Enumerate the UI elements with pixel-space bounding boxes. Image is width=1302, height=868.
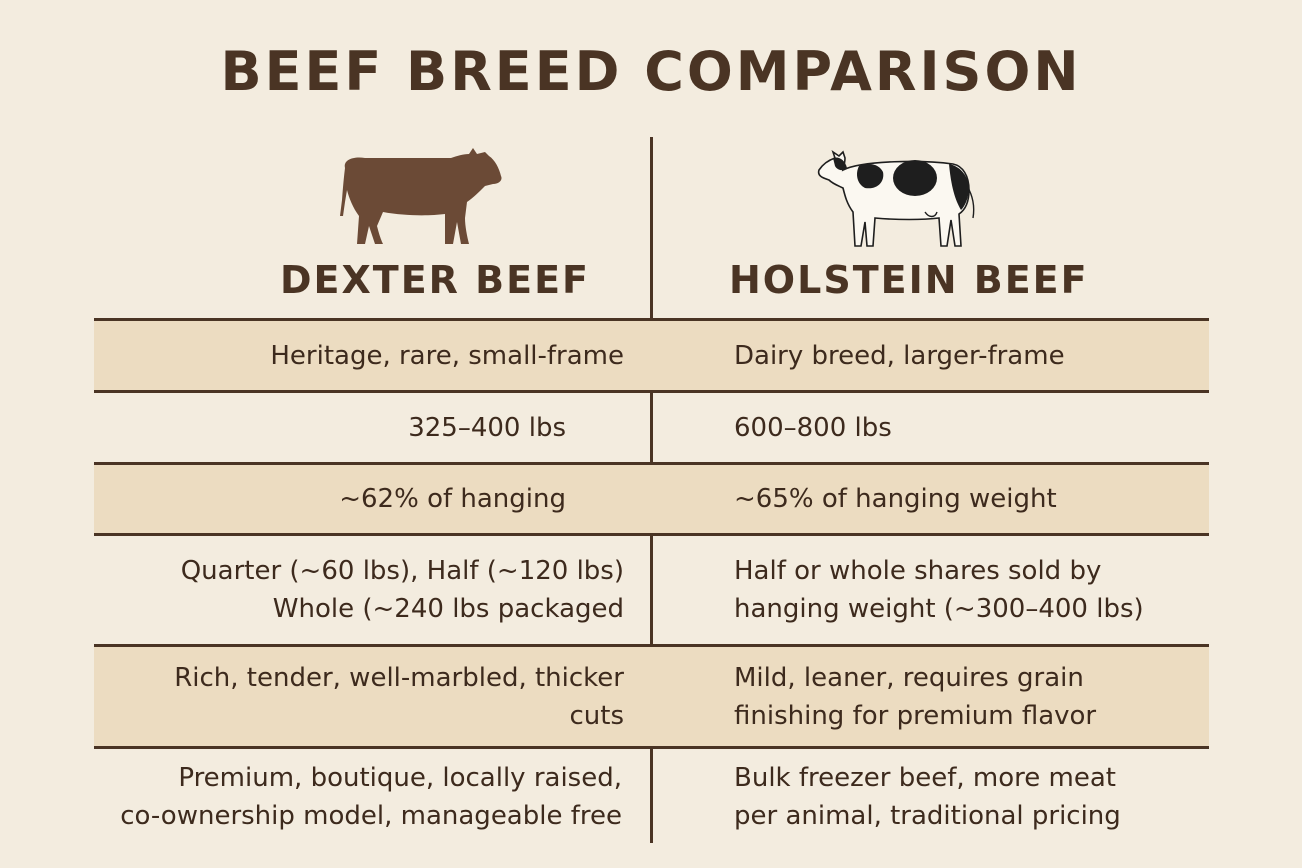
cell-text: Premium, boutique, locally raised, co-ow… <box>120 762 622 831</box>
table-row: Rich, tender, well-marbled, thicker cuts… <box>94 644 1209 746</box>
cell-text: Heritage, rare, small-frame <box>270 340 624 371</box>
holstein-cell: Bulk freezer beef, more meat per animal,… <box>650 749 1209 844</box>
cell-text: 325–400 lbs <box>408 412 566 443</box>
dexter-cell: Rich, tender, well-marbled, thicker cuts <box>94 647 650 746</box>
cell-text: Dairy breed, larger-frame <box>734 340 1065 371</box>
cell-text: 600–800 lbs <box>734 412 892 443</box>
holstein-cell: ~65% of hanging weight <box>650 465 1209 533</box>
dexter-header: DEXTER BEEF <box>94 140 650 310</box>
dexter-cell: 325–400 lbs <box>94 393 650 462</box>
holstein-cow-icon <box>817 150 975 247</box>
comparison-table: Heritage, rare, small-frame Dairy breed,… <box>94 318 1209 844</box>
dexter-cell: Premium, boutique, locally raised, co-ow… <box>94 749 650 844</box>
holstein-cell: 600–800 lbs <box>650 393 1209 462</box>
dexter-beef-label: DEXTER BEEF <box>280 258 591 302</box>
cell-text: ~65% of hanging weight <box>734 484 1057 514</box>
table-row: Quarter (~60 lbs), Half (~120 lbs) Whole… <box>94 533 1209 644</box>
holstein-cell: Dairy breed, larger-frame <box>650 321 1209 390</box>
table-row: Premium, boutique, locally raised, co-ow… <box>94 746 1209 844</box>
table-row: ~62% of hanging ~65% of hanging weight <box>94 462 1209 533</box>
table-row: 325–400 lbs 600–800 lbs <box>94 390 1209 462</box>
brown-cow-icon <box>340 148 502 244</box>
cell-text: Mild, leaner, requires grain finishing f… <box>734 662 1097 731</box>
dexter-cell: Heritage, rare, small-frame <box>94 321 650 390</box>
dexter-cell: ~62% of hanging <box>94 465 650 533</box>
page-title: BEEF BREED COMPARISON <box>220 40 1082 103</box>
cell-text: Half or whole shares sold by hanging wei… <box>734 556 1144 624</box>
cell-text: Rich, tender, well-marbled, thicker cuts <box>174 662 624 731</box>
holstein-beef-label: HOLSTEIN BEEF <box>729 258 1089 302</box>
dexter-cell: Quarter (~60 lbs), Half (~120 lbs) Whole… <box>94 536 650 644</box>
holstein-header: HOLSTEIN BEEF <box>653 140 1209 310</box>
holstein-cell: Mild, leaner, requires grain finishing f… <box>650 647 1209 746</box>
cell-text: ~62% of hanging <box>339 484 566 514</box>
cell-text: Bulk freezer beef, more meat per animal,… <box>734 762 1121 831</box>
cell-text: Quarter (~60 lbs), Half (~120 lbs) Whole… <box>180 556 624 624</box>
holstein-cell: Half or whole shares sold by hanging wei… <box>650 536 1209 644</box>
table-row: Heritage, rare, small-frame Dairy breed,… <box>94 318 1209 390</box>
